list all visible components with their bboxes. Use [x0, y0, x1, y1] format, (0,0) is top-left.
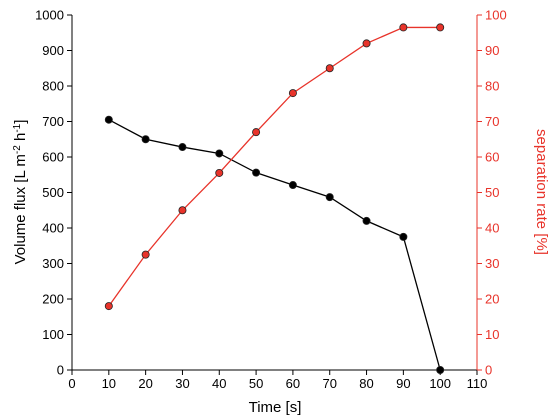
x-tick-label: 20	[138, 376, 152, 391]
series-2-point	[215, 168, 224, 177]
series-1-point	[362, 216, 371, 225]
series-1-point	[141, 135, 150, 144]
x-tick-label: 100	[429, 376, 451, 391]
y-right-tick-label: 50	[485, 185, 499, 200]
y-left-tick-label: 100	[42, 327, 64, 342]
y-right-tick-label: 40	[485, 221, 499, 236]
series-1-point	[104, 115, 113, 124]
x-tick-label: 90	[396, 376, 410, 391]
y-left-tick-label: 1000	[35, 8, 64, 23]
y-right-tick-label: 70	[485, 114, 499, 129]
y-right-tick-label: 80	[485, 79, 499, 94]
y-left-tick-label: 400	[42, 221, 64, 236]
series-2-point	[141, 250, 150, 259]
y-right-tick-label: 60	[485, 150, 499, 165]
series-2-point	[399, 23, 408, 32]
y-left-tick-label: 500	[42, 185, 64, 200]
series-1-point	[178, 143, 187, 152]
y-left-tick-label: 300	[42, 256, 64, 271]
x-tick-label: 50	[249, 376, 263, 391]
series-1-line	[108, 119, 441, 371]
axes-group: 0 10 20 30 40 50 60 70 80 90 100 110010020030040050…	[35, 8, 507, 392]
y-axis-right-title: separation rate [%]	[533, 129, 550, 255]
series-1-point	[436, 365, 445, 374]
series-2-point	[104, 302, 113, 311]
x-tick-label: 70	[322, 376, 336, 391]
y-right-tick-label: 100	[485, 8, 507, 23]
y-right-tick-label: 90	[485, 43, 499, 58]
y-left-title-part1: Volume flux [L m	[12, 154, 29, 264]
y-left-tick-label: 900	[42, 43, 64, 58]
series-1-point	[215, 149, 224, 158]
x-tick-label: 60	[286, 376, 300, 391]
x-tick-label: 110	[467, 376, 488, 391]
x-tick-label: 80	[359, 376, 373, 391]
series-2-point	[436, 23, 445, 32]
x-tick-label: 40	[212, 376, 226, 391]
y-right-tick-label: 30	[485, 256, 499, 271]
series-2-point	[252, 128, 261, 137]
y-left-tick-label: 800	[42, 79, 64, 94]
series-1-point	[288, 181, 297, 190]
x-tick-label: 30	[175, 376, 189, 391]
y-left-title-sup2: -1	[12, 123, 23, 132]
x-tick-label: 10	[102, 376, 116, 391]
y-left-tick-label: 700	[42, 114, 64, 129]
series-1-point	[325, 193, 334, 202]
series-1-point	[399, 232, 408, 241]
y-left-tick-label: 200	[42, 292, 64, 307]
y-left-title-part3: ]	[12, 120, 29, 124]
series-2-point	[178, 206, 187, 215]
series-2-line	[108, 26, 441, 307]
series-1-point	[252, 168, 261, 177]
series-2-point	[288, 89, 297, 98]
y-left-title-part2: h	[12, 133, 29, 146]
x-axis-title: Time [s]	[249, 399, 302, 416]
y-left-tick-label: 0	[57, 363, 64, 378]
y-left-title-sup1: -2	[12, 145, 23, 154]
series-group	[104, 23, 445, 374]
series-2-point	[325, 64, 334, 73]
y-right-tick-label: 20	[485, 292, 499, 307]
y-right-tick-label: 0	[485, 363, 492, 378]
y-right-tick-label: 10	[485, 327, 499, 342]
series-2-point	[362, 39, 371, 48]
y-left-tick-label: 600	[42, 150, 64, 165]
x-tick-label: 0	[68, 376, 75, 391]
y-axis-left-title: Volume flux [L m-2 h-1]	[12, 120, 30, 265]
